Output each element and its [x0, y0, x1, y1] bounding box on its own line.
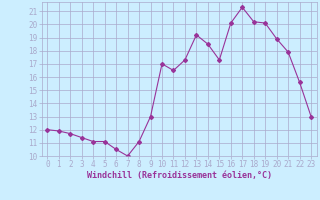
- X-axis label: Windchill (Refroidissement éolien,°C): Windchill (Refroidissement éolien,°C): [87, 171, 272, 180]
